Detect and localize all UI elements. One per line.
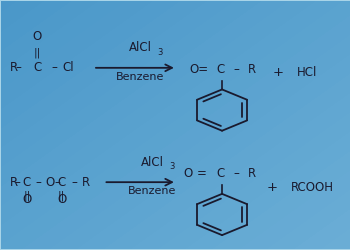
Text: –: –: [72, 176, 78, 189]
Text: C: C: [216, 168, 224, 180]
Text: ||: ||: [34, 48, 41, 58]
Text: –: –: [55, 176, 61, 189]
Text: AlCl: AlCl: [141, 156, 164, 168]
Text: O: O: [22, 193, 32, 206]
Text: R: R: [248, 63, 256, 76]
Text: O =: O =: [184, 168, 207, 180]
Text: R: R: [82, 176, 90, 189]
Text: –: –: [233, 168, 239, 180]
Text: O: O: [45, 176, 54, 189]
Text: C: C: [216, 63, 224, 76]
Text: +: +: [272, 66, 284, 79]
Text: C: C: [23, 176, 31, 189]
Text: R: R: [248, 168, 256, 180]
Text: R: R: [9, 176, 18, 189]
Text: 3: 3: [157, 48, 162, 57]
Text: HCl: HCl: [297, 66, 318, 79]
Text: 3: 3: [169, 162, 174, 171]
Text: +: +: [267, 181, 278, 194]
Text: C: C: [58, 176, 66, 189]
Text: Benzene: Benzene: [128, 186, 176, 196]
Text: –: –: [35, 176, 41, 189]
Text: O: O: [33, 30, 42, 43]
Text: AlCl: AlCl: [129, 41, 152, 54]
Text: –: –: [14, 176, 20, 189]
Text: ||: ||: [58, 190, 65, 201]
Text: RCOOH: RCOOH: [291, 181, 334, 194]
Text: Benzene: Benzene: [116, 72, 164, 82]
Text: C: C: [33, 61, 41, 74]
Text: R: R: [9, 61, 18, 74]
Text: Cl: Cl: [63, 61, 75, 74]
Text: ||: ||: [23, 190, 30, 201]
Text: O: O: [57, 193, 66, 206]
Text: O=: O=: [190, 63, 209, 76]
Text: –: –: [52, 61, 58, 74]
Text: –: –: [15, 61, 21, 74]
Text: –: –: [233, 63, 239, 76]
